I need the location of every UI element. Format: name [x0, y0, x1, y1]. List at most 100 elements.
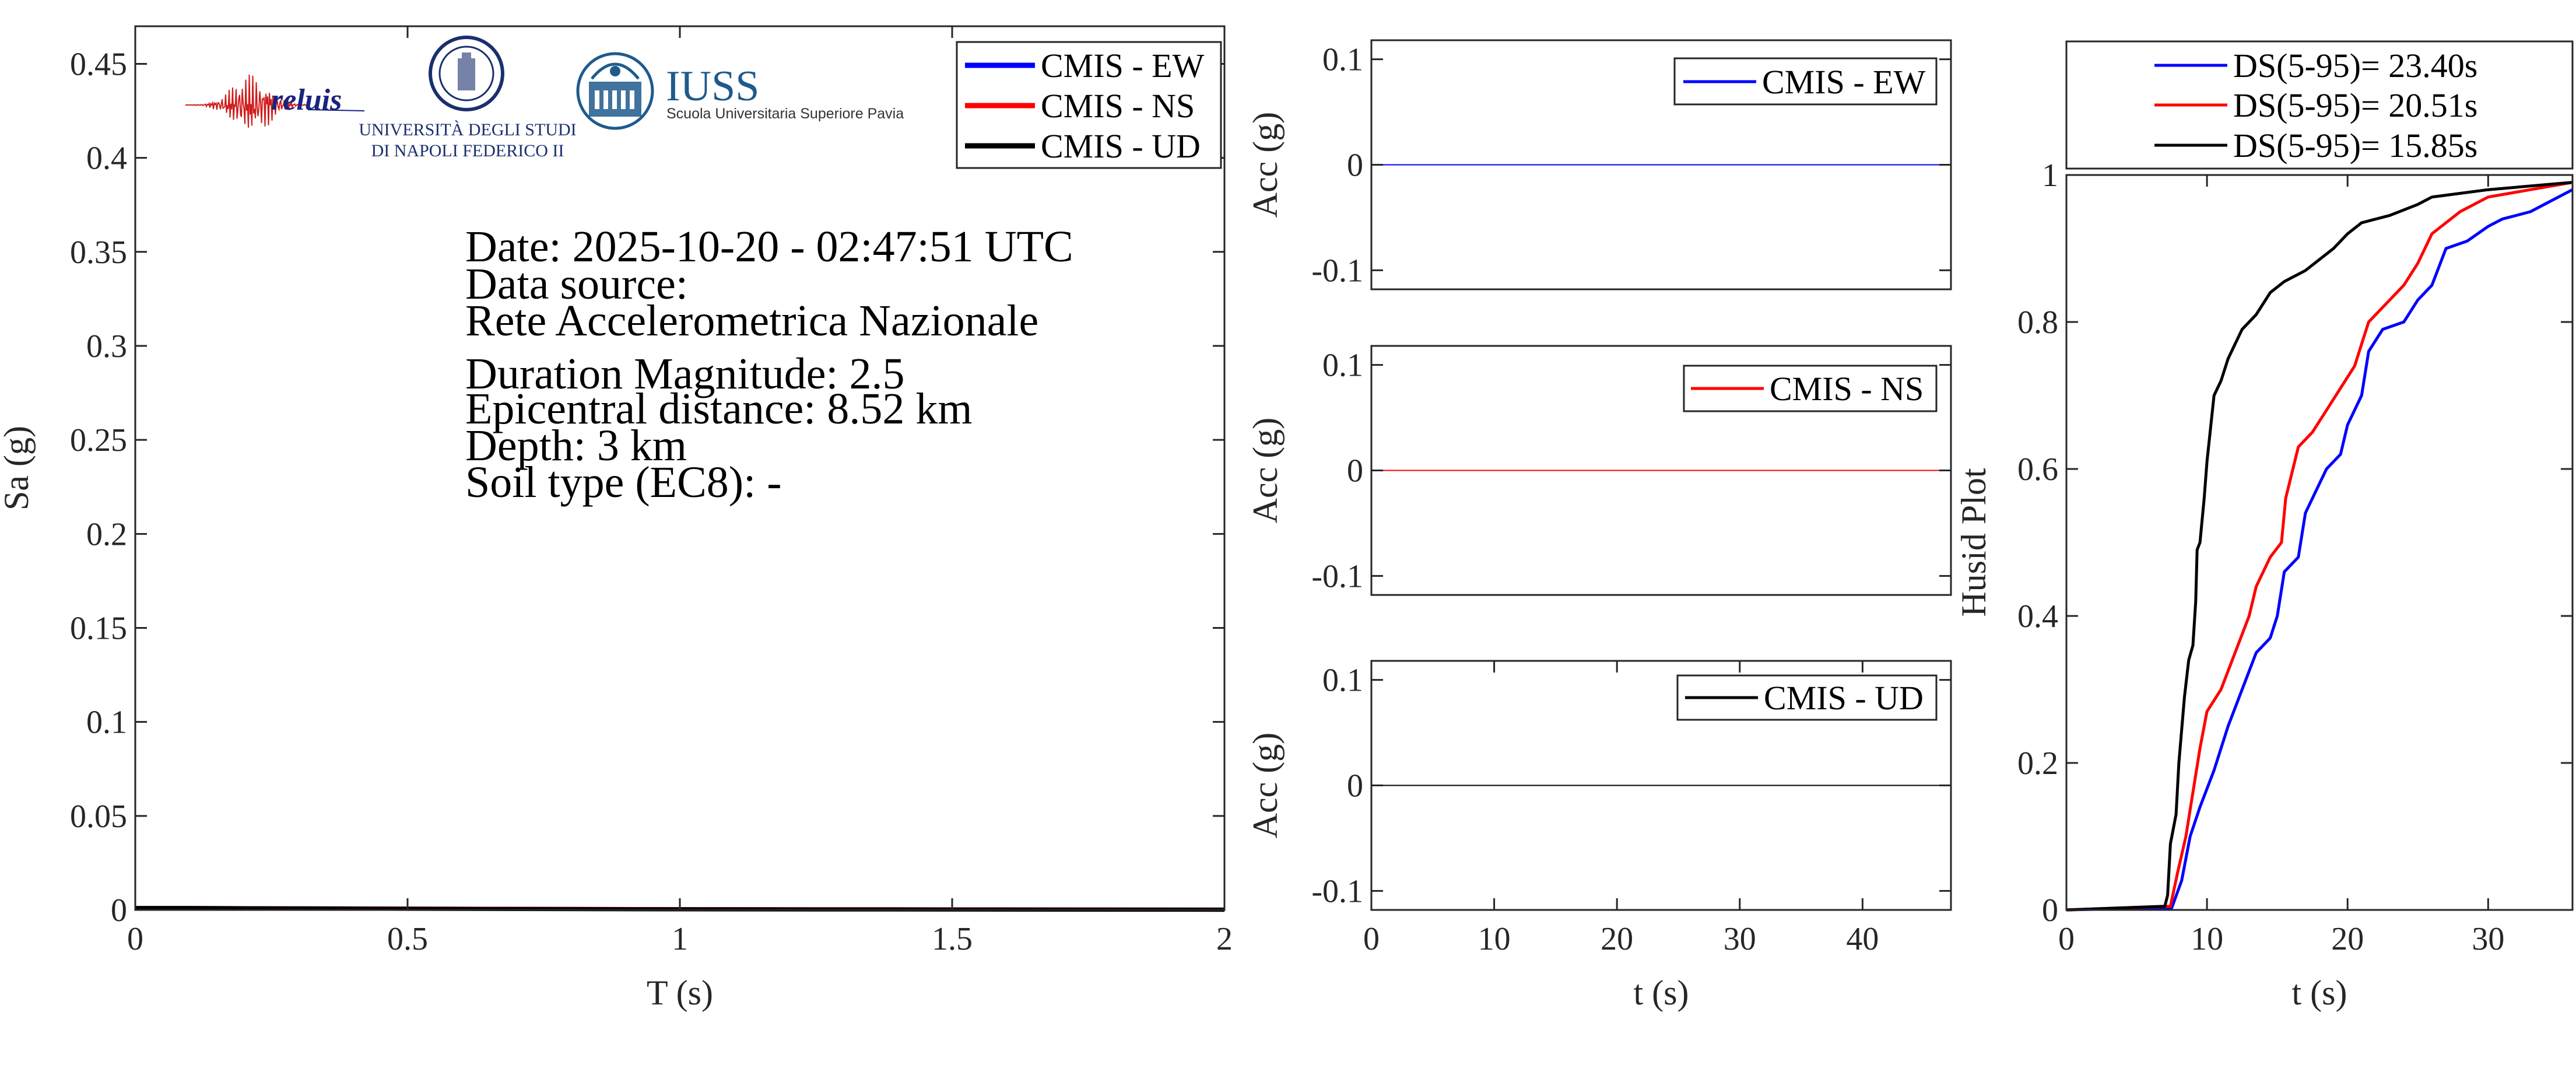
y-tick-label: -0.1: [1311, 873, 1363, 909]
y-axis-label: Sa (g): [0, 426, 36, 510]
y-tick-label: 0: [2042, 892, 2058, 929]
x-tick-label: 20: [1601, 921, 1633, 957]
series-line-0: [2066, 188, 2574, 912]
y-tick-label: 0.8: [2017, 304, 2058, 341]
chart-2: -0.1 0 0.1 Acc (g) CMIS - NS: [1246, 345, 1952, 596]
legend: CMIS - UD: [1676, 674, 1938, 721]
dome-dot: [610, 66, 620, 76]
dome-icon: [591, 62, 640, 80]
legend-entry: CMIS - UD: [1764, 679, 1924, 717]
y-tick-label: 0.1: [86, 705, 127, 741]
series-line-1: [2066, 181, 2573, 912]
x-tick-label: 0.5: [387, 921, 428, 957]
event-info-text: Data source:: [465, 260, 688, 309]
y-tick-label: 0.3: [86, 328, 127, 365]
event-info-text: Duration Magnitude: 2.5: [465, 349, 905, 398]
chart-1: -0.1 0 0.1 Acc (g) CMIS - EW: [1246, 39, 1952, 290]
y-tick-label: 0.05: [70, 799, 127, 835]
x-tick-label: 0: [1363, 921, 1380, 957]
legend-entry: CMIS - UD: [1041, 127, 1201, 165]
chart-3: -0.100.10 10 20 30 40t (s)Acc (g)CMIS - UD: [1246, 660, 1952, 1012]
y-axis-label: Acc (g): [1246, 112, 1285, 218]
y-tick-label: 0.4: [2017, 598, 2058, 635]
y-tick-label: -0.1: [1311, 253, 1363, 289]
window: [621, 90, 626, 109]
y-tick-label: 0.2: [2017, 745, 2058, 782]
legend-entry: DS(5-95)= 15.85s: [2233, 127, 2477, 164]
x-tick-label: 2: [1216, 921, 1233, 957]
legend-box: [2065, 40, 2574, 170]
y-tick-label: 0: [1347, 148, 1363, 184]
iuss-emblem-icon: [576, 52, 654, 130]
y-tick-label: 1: [2042, 157, 2058, 194]
series-line-2: [2066, 181, 2573, 912]
x-tick-label: 10: [2191, 921, 2223, 957]
iuss-subtitle: Scuola Universitaria Superiore Pavia: [666, 106, 904, 122]
event-info-text: Date: 2025-10-20 - 02:47:51 UTC: [465, 222, 1073, 271]
x-tick-label: 1.5: [932, 921, 973, 957]
iuss-title: IUSS: [666, 62, 759, 110]
window: [603, 90, 608, 109]
x-tick-label: 1: [672, 921, 688, 957]
axes-box: [2065, 174, 2574, 911]
chart-0: 0 0.05 0.1 0.15 0.2 0.25 0.3 0.35 0.4 0.45 0 0.5 1 1.…: [0, 25, 1233, 1012]
seal-inner-ring: [438, 45, 494, 101]
x-tick-label: 40: [1846, 921, 1879, 957]
event-info-text: Soil type (EC8): -: [465, 458, 782, 507]
y-axis-label: Acc (g): [1246, 733, 1285, 839]
x-axis-label: T (s): [647, 974, 713, 1012]
x-tick-label: 30: [2472, 921, 2504, 957]
y-tick-label: 0.25: [70, 422, 127, 458]
event-info-text: Depth: 3 km: [465, 421, 687, 470]
y-tick-label: 0.6: [2017, 451, 2058, 488]
unina-logo: UNIVERSITÀ DEGLI STUDI DI NAPOLI FEDERICO…: [359, 36, 577, 160]
y-tick-label: 0.1: [1322, 42, 1363, 78]
x-axis-label: t (s): [1634, 974, 1689, 1012]
legend: CMIS - EW: [1673, 57, 1938, 106]
x-tick-label: 10: [1478, 921, 1511, 957]
y-tick-label: 0: [111, 892, 127, 929]
x-tick-label: 20: [2331, 921, 2364, 957]
y-axis-label: Husid Plot: [1954, 468, 1993, 617]
y-tick-label: -0.1: [1311, 558, 1363, 594]
legend-entry: CMIS - NS: [1041, 87, 1195, 125]
window: [595, 90, 599, 109]
unina-text-1: UNIVERSITÀ DEGLI STUDI: [359, 120, 576, 139]
unina-text-2: DI NAPOLI FEDERICO II: [371, 141, 564, 160]
seismogram-icon: [185, 74, 308, 128]
legend-entry: CMIS - NS: [1770, 370, 1924, 408]
legend-entry: DS(5-95)= 23.40s: [2233, 47, 2477, 85]
y-tick-label: 0.35: [70, 234, 127, 271]
x-tick-label: 0: [2058, 921, 2075, 957]
seal-figure: [458, 52, 475, 90]
y-tick-label: 0.2: [86, 516, 127, 552]
y-tick-label: 0.1: [1322, 348, 1363, 384]
seal-icon: [429, 36, 504, 111]
y-tick-label: 0: [1347, 768, 1363, 804]
reluis-logo: reluis: [185, 74, 365, 128]
y-tick-label: 0.4: [86, 141, 127, 177]
baseline: [307, 109, 365, 111]
event-info-text: Epicentral distance: 8.52 km: [465, 384, 973, 433]
legend-entry: CMIS - EW: [1762, 63, 1926, 101]
reluis-wordmark: reluis: [271, 83, 342, 117]
x-tick-label: 0: [127, 921, 143, 957]
window: [612, 90, 617, 109]
y-tick-label: 0.45: [70, 46, 127, 82]
chart-4: 00.20.40.60.810 10 20 30t (s)Husid PlotDS(5…: [1954, 40, 2574, 1012]
legend-entry: CMIS - EW: [1041, 47, 1205, 85]
y-tick-label: 0.15: [70, 610, 127, 646]
y-axis-label: Acc (g): [1246, 418, 1285, 524]
legend: CMIS - NS: [1683, 365, 1938, 412]
x-tick-label: 30: [1724, 921, 1756, 957]
window: [630, 90, 634, 109]
y-tick-label: 0.1: [1322, 663, 1363, 699]
x-axis-label: t (s): [2292, 974, 2347, 1012]
event-info-text: Rete Accelerometrica Nazionale: [465, 296, 1038, 345]
y-tick-label: 0: [1347, 453, 1363, 489]
